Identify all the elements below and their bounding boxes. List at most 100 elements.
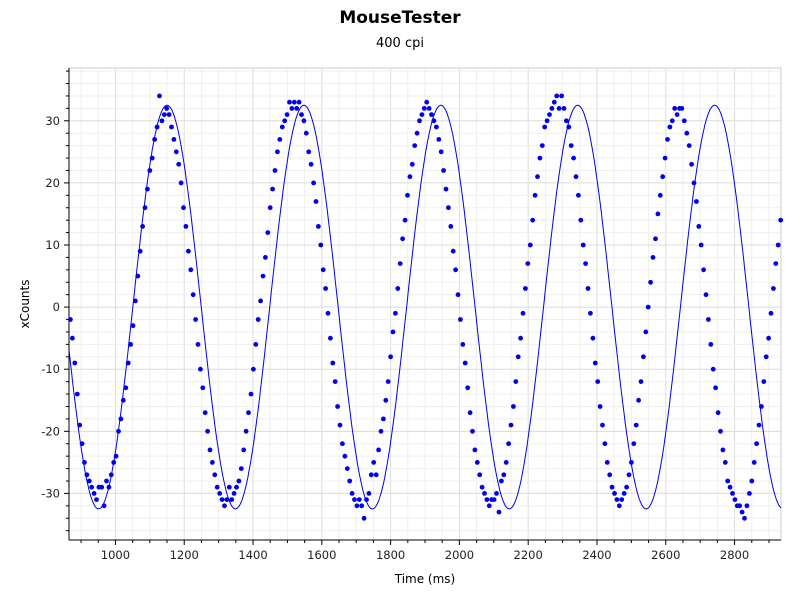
data-point [337, 422, 343, 428]
y-tick-label: -10 [41, 362, 60, 376]
series-line [68, 104, 782, 510]
data-point [616, 503, 622, 509]
data-point [636, 397, 641, 403]
data-point [448, 224, 454, 229]
data-point [742, 515, 747, 521]
data-point [128, 342, 134, 347]
data-point [260, 273, 266, 279]
data-point [739, 509, 745, 515]
data-point [142, 205, 148, 211]
data-point [703, 292, 709, 298]
data-point [732, 497, 738, 502]
data-point [751, 460, 757, 465]
data-point [395, 286, 401, 291]
data-point [566, 124, 572, 130]
data-point [766, 335, 771, 341]
data-point [368, 472, 374, 478]
y-tick-label: 20 [45, 176, 60, 190]
data-point [607, 472, 613, 478]
data-point [568, 143, 574, 149]
data-point [154, 124, 160, 130]
data-point [467, 410, 473, 416]
data-point [470, 428, 475, 434]
x-tick-label: 1200 [170, 548, 199, 562]
data-point [125, 360, 131, 366]
data-point [325, 310, 331, 316]
data-point [330, 360, 336, 366]
data-point [258, 298, 263, 304]
data-point [301, 118, 307, 124]
data-point [226, 484, 232, 490]
data-point [694, 199, 699, 204]
data-point [754, 441, 759, 447]
series-points [68, 93, 784, 521]
data-point [200, 385, 206, 391]
data-point [101, 503, 107, 509]
data-point [441, 168, 446, 173]
data-point [361, 515, 367, 521]
data-point [133, 298, 138, 304]
data-point [289, 106, 295, 111]
data-point [701, 267, 706, 273]
data-point [137, 248, 143, 254]
data-point [532, 192, 538, 198]
data-point [238, 466, 244, 471]
data-point [335, 404, 340, 409]
x-tick-label: 2000 [445, 548, 474, 562]
data-point [313, 199, 319, 204]
data-point [580, 242, 586, 248]
data-point [696, 224, 702, 229]
data-point [70, 335, 75, 341]
data-point [106, 484, 112, 490]
data-point [214, 484, 220, 490]
data-point [662, 155, 668, 161]
data-point [316, 224, 321, 229]
data-point [621, 491, 627, 496]
data-point [722, 460, 728, 465]
data-point [756, 422, 762, 428]
data-point [539, 143, 545, 149]
data-point [405, 192, 410, 198]
data-point [619, 497, 625, 502]
data-point [585, 286, 591, 291]
data-point [234, 484, 239, 490]
data-point [145, 186, 150, 192]
data-point [482, 491, 487, 496]
data-point [407, 174, 413, 180]
data-point [417, 118, 422, 124]
data-point [77, 422, 83, 428]
data-point [612, 491, 617, 496]
data-point [195, 342, 201, 347]
data-point [282, 118, 288, 124]
data-point [744, 503, 750, 509]
data-point [340, 441, 345, 447]
data-point [597, 404, 603, 409]
data-point [679, 106, 685, 111]
data-point [604, 460, 610, 465]
data-point [118, 416, 124, 422]
data-point [342, 453, 348, 459]
data-point [667, 124, 673, 130]
data-point [400, 236, 405, 242]
data-point [349, 491, 355, 496]
data-point [450, 248, 456, 254]
data-point [657, 192, 663, 198]
data-point [161, 112, 167, 117]
data-point [506, 441, 511, 447]
data-point [773, 261, 779, 266]
data-point [578, 217, 584, 223]
data-point [614, 497, 620, 502]
data-point [294, 106, 300, 111]
data-point [275, 149, 280, 155]
data-point [530, 217, 536, 223]
data-point [113, 453, 119, 459]
data-point [198, 366, 203, 372]
data-point [537, 155, 543, 161]
data-point [491, 497, 497, 502]
data-point [140, 224, 146, 229]
data-point [737, 503, 743, 509]
data-point [164, 106, 170, 111]
data-point [554, 93, 560, 99]
data-point [460, 342, 466, 347]
